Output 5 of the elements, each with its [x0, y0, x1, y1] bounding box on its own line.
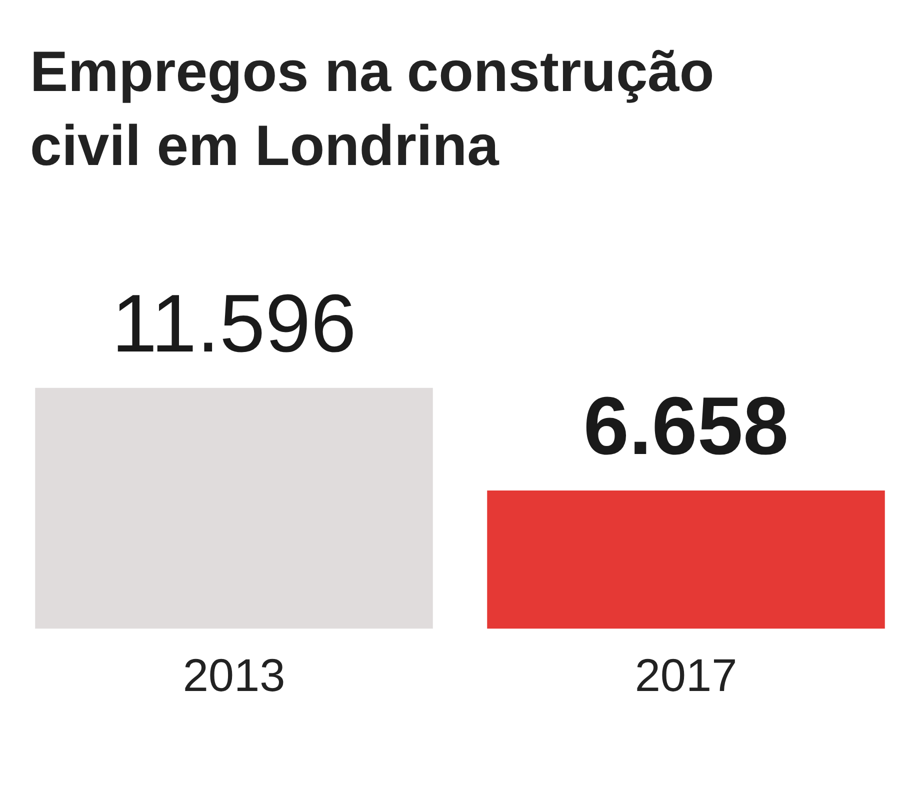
data-label: 11.596 — [112, 278, 356, 370]
chart-title: Empregos na construção civil em Londrina — [30, 39, 716, 180]
data-label: 6.658 — [583, 381, 789, 472]
x-tick-label: 2017 — [634, 649, 738, 702]
x-tick-label: 2013 — [182, 649, 286, 702]
